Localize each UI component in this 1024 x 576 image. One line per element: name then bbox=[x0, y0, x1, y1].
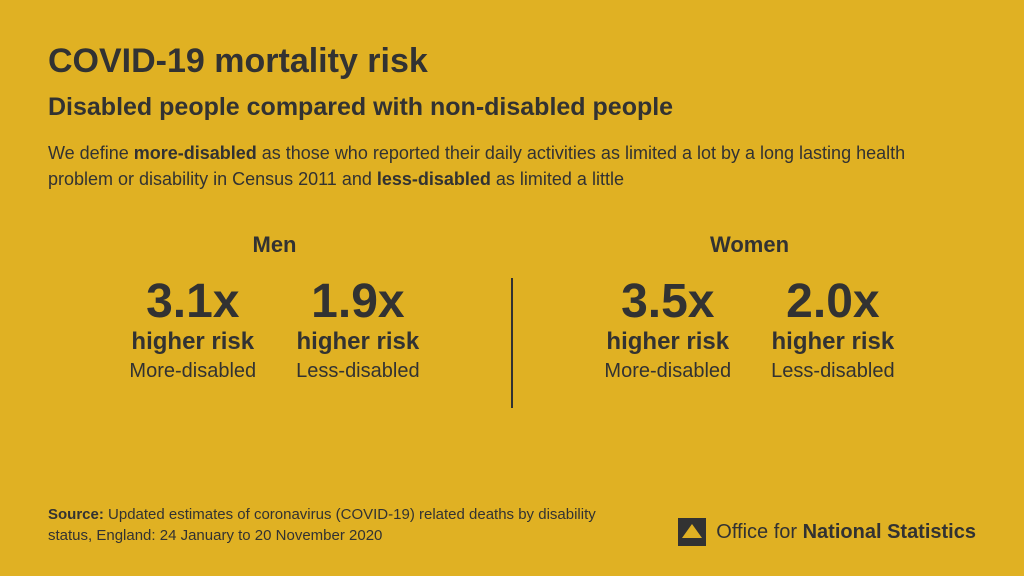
women-pair: 3.5x higher risk More-disabled 2.0x high… bbox=[523, 278, 976, 383]
page-subtitle: Disabled people compared with non-disabl… bbox=[48, 93, 976, 122]
source-body: Updated estimates of coronavirus (COVID-… bbox=[48, 506, 596, 544]
source-label: Source: bbox=[48, 506, 104, 523]
def-part1: We define bbox=[48, 143, 134, 163]
stat-value: 2.0x bbox=[771, 278, 894, 326]
stat-risk: higher risk bbox=[771, 328, 894, 356]
definition-text: We define more-disabled as those who rep… bbox=[48, 140, 968, 192]
stat-women-less: 2.0x higher risk Less-disabled bbox=[771, 278, 894, 383]
def-bold2: less-disabled bbox=[377, 169, 491, 189]
stat-cat: Less-disabled bbox=[296, 360, 419, 383]
def-part3: as limited a little bbox=[491, 169, 624, 189]
stat-risk: higher risk bbox=[296, 328, 419, 356]
vertical-divider bbox=[511, 278, 513, 408]
stat-risk: higher risk bbox=[129, 328, 256, 356]
page-title: COVID-19 mortality risk bbox=[48, 42, 976, 81]
ons-logo-text: Office for National Statistics bbox=[716, 521, 976, 544]
stat-value: 3.5x bbox=[604, 278, 731, 326]
stat-men-less: 1.9x higher risk Less-disabled bbox=[296, 278, 419, 383]
ons-bold: National Statistics bbox=[803, 521, 976, 543]
def-bold1: more-disabled bbox=[134, 143, 257, 163]
source-text: Source: Updated estimates of coronavirus… bbox=[48, 504, 608, 546]
men-pair: 3.1x higher risk More-disabled 1.9x high… bbox=[48, 278, 501, 383]
stat-value: 1.9x bbox=[296, 278, 419, 326]
footer: Source: Updated estimates of coronavirus… bbox=[48, 504, 976, 546]
stat-cat: More-disabled bbox=[129, 360, 256, 383]
group-women: Women 3.5x higher risk More-disabled 2.0… bbox=[523, 232, 976, 408]
ons-logo: Office for National Statistics bbox=[678, 518, 976, 546]
group-women-label: Women bbox=[523, 232, 976, 258]
stat-value: 3.1x bbox=[129, 278, 256, 326]
group-men: Men 3.1x higher risk More-disabled 1.9x … bbox=[48, 232, 501, 408]
stats-container: Men 3.1x higher risk More-disabled 1.9x … bbox=[48, 232, 976, 408]
group-men-label: Men bbox=[48, 232, 501, 258]
stat-cat: Less-disabled bbox=[771, 360, 894, 383]
stat-cat: More-disabled bbox=[604, 360, 731, 383]
stat-women-more: 3.5x higher risk More-disabled bbox=[604, 278, 731, 383]
ons-logo-icon bbox=[678, 518, 706, 546]
stat-risk: higher risk bbox=[604, 328, 731, 356]
stat-men-more: 3.1x higher risk More-disabled bbox=[129, 278, 256, 383]
ons-prefix: Office for bbox=[716, 521, 802, 543]
